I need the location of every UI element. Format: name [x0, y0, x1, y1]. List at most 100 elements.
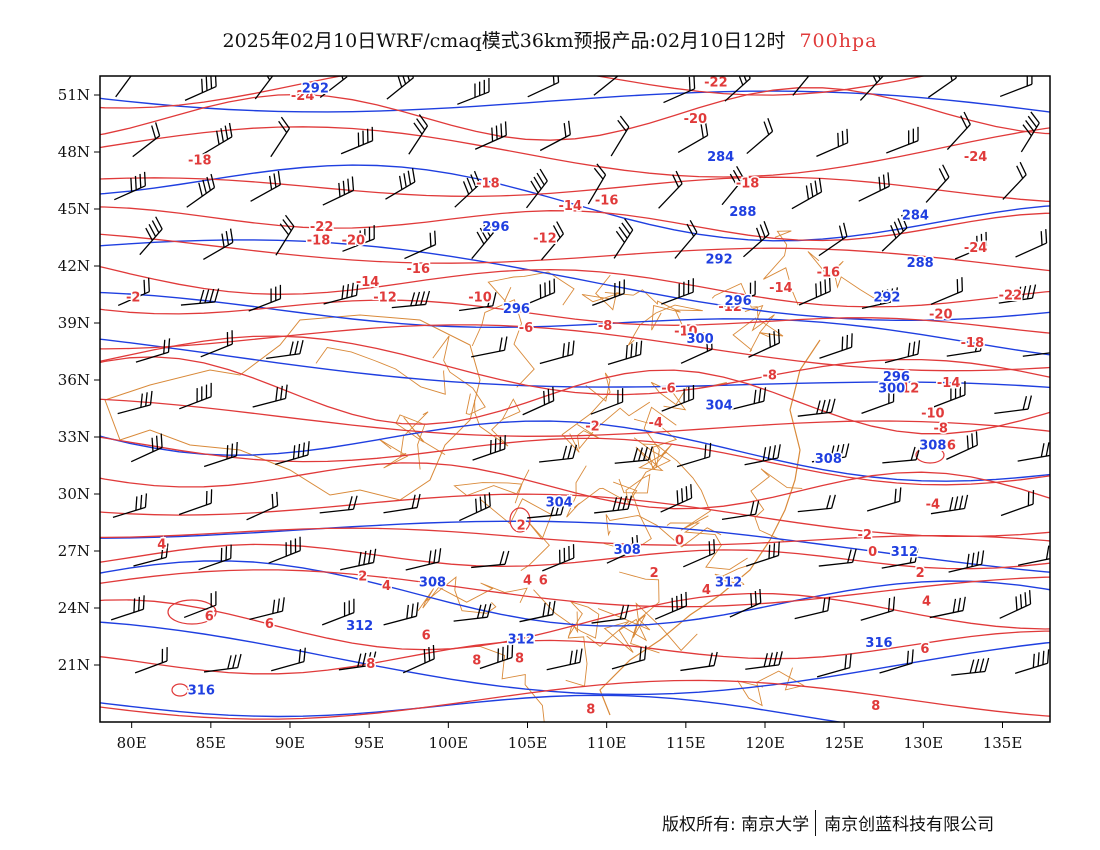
wind-barb	[816, 128, 849, 157]
copyright: 版权所有: 南京大学 南京创蓝科技有限公司	[662, 810, 994, 836]
wind-barb	[266, 340, 304, 360]
border-line	[432, 335, 486, 415]
copyright-divider	[815, 810, 817, 836]
temperature-label: -10	[674, 325, 698, 340]
height-label: 308	[919, 439, 946, 454]
wind-barb	[927, 76, 957, 98]
wind-barb	[680, 651, 718, 672]
wind-barb	[654, 591, 688, 620]
wind-barb	[383, 602, 419, 626]
temperature-label: -12	[533, 232, 557, 247]
height-label: 292	[302, 81, 329, 96]
temperature-label: -8	[934, 422, 948, 437]
temperature-label: -18	[961, 336, 985, 351]
border-line	[487, 271, 575, 306]
plot-area: -24-18-22-20-24-18-14 -16-18-22-18 -20 -12-…	[100, 76, 1050, 722]
wind-barb	[471, 550, 510, 569]
border-line	[453, 469, 530, 504]
temperature-closed-contour	[509, 507, 531, 533]
height-label: 308	[815, 452, 842, 467]
temperature-label: 4	[157, 537, 166, 552]
temperature-label: 8	[472, 653, 481, 668]
wind-barb	[998, 284, 1037, 304]
temperature-label: -24	[964, 241, 988, 256]
wind-barb	[591, 604, 630, 624]
temperature-isotherm	[100, 324, 1050, 372]
wind-barb	[130, 433, 163, 463]
height-label: 312	[346, 619, 373, 634]
wind-barb	[721, 500, 760, 520]
geopotential-height-contours	[100, 90, 1050, 722]
wind-barb	[203, 441, 238, 468]
border-line	[750, 468, 803, 542]
wind-barb	[252, 384, 288, 408]
border-line	[417, 576, 497, 614]
wind-barb	[178, 489, 213, 516]
temperature-label: -20	[929, 308, 953, 323]
temperature-label: -16	[817, 266, 841, 281]
temperature-label: -4	[649, 416, 663, 431]
wind-barb	[592, 279, 625, 306]
wind-barb	[471, 336, 508, 358]
wind-barb	[860, 596, 896, 621]
wind-barb	[519, 600, 556, 623]
wind-barb	[135, 338, 171, 363]
wind-barb	[744, 444, 781, 466]
wind-barb	[522, 278, 556, 307]
wind-barb	[677, 121, 709, 153]
temperature-label: -2	[858, 528, 872, 543]
temperature-isotherm	[100, 335, 1050, 396]
height-isoline	[100, 520, 1050, 573]
lat-tick-label: 36N	[58, 371, 90, 389]
wind-barb	[271, 647, 306, 672]
wind-barb	[527, 501, 566, 519]
wind-barb	[1000, 490, 1035, 517]
border-line	[666, 522, 748, 570]
wind-barb	[730, 387, 767, 411]
temperature-isotherm	[100, 630, 1050, 675]
wind-barb	[342, 225, 375, 252]
lon-tick-label: 90E	[275, 734, 305, 752]
height-label: 308	[419, 575, 446, 590]
temperature-label: -12	[373, 290, 397, 305]
temperature-label: 4	[702, 583, 711, 598]
wind-barb	[322, 176, 355, 206]
height-label: 296	[725, 294, 752, 309]
border-line	[736, 667, 805, 707]
wind-barb	[474, 121, 507, 150]
copyright-right: 南京创蓝科技有限公司	[824, 815, 995, 835]
temperature-label: -18	[736, 176, 760, 191]
temperature-label: 8	[366, 657, 375, 672]
height-label: 284	[707, 150, 734, 165]
wind-barb	[117, 390, 153, 415]
wind-barb	[404, 230, 437, 260]
wind-barb	[593, 76, 621, 96]
wind-barb	[472, 435, 506, 461]
wind-barb	[745, 541, 780, 567]
wind-barb	[522, 386, 555, 416]
temperature-label: 2	[517, 518, 526, 533]
wind-barb	[340, 126, 374, 155]
temperature-isotherm	[100, 543, 1050, 570]
wind-barb	[1020, 111, 1040, 153]
wind-barb	[882, 446, 921, 464]
wind-barb	[729, 588, 762, 618]
wind-barb	[680, 335, 713, 364]
wind-barb	[180, 288, 220, 306]
wind-barb	[881, 214, 908, 252]
wind-barb	[743, 221, 770, 258]
wind-barb	[819, 333, 853, 359]
border-line	[422, 582, 528, 609]
height-isoline	[100, 694, 844, 722]
wind-barb	[946, 431, 978, 460]
wind-barb	[114, 171, 146, 201]
lat-tick-label: 42N	[58, 257, 90, 275]
wind-barb	[1002, 161, 1027, 200]
wind-barb	[539, 444, 578, 463]
temperature-isotherm	[100, 398, 1050, 437]
border-line	[714, 563, 753, 589]
wind-barb	[405, 548, 442, 571]
wind-barb	[614, 446, 653, 464]
wind-barb	[791, 178, 823, 210]
